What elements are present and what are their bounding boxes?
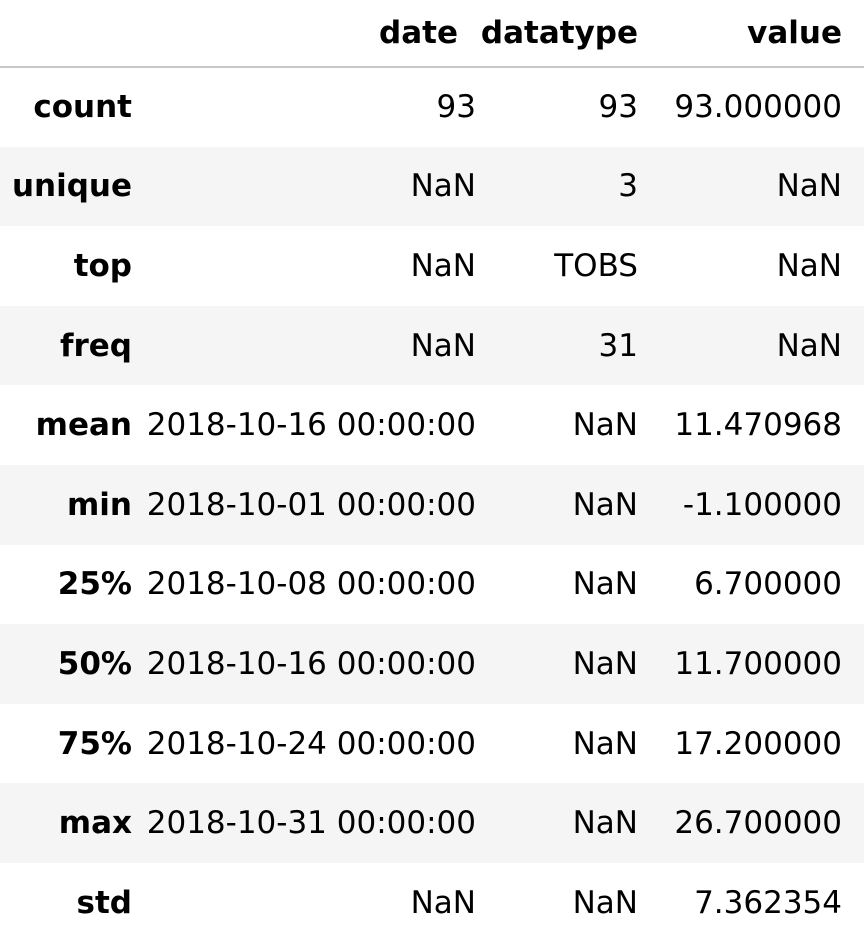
cell-value: 6.700000 — [694, 566, 842, 603]
row-index-label: unique — [11, 168, 132, 205]
table-row: 50% 2018-10-16 00:00:00 NaN 11.700000 — [0, 624, 864, 704]
table-row: std NaN NaN 7.362354 — [0, 863, 864, 943]
row-index-label: max — [58, 805, 132, 842]
cell-datatype: NaN — [572, 486, 638, 523]
row-index-label: count — [33, 89, 132, 126]
cell-value: NaN — [776, 327, 842, 364]
cell-value: 7.362354 — [694, 884, 842, 921]
cell-date: 2018-10-16 00:00:00 — [146, 407, 476, 444]
table-row: 25% 2018-10-08 00:00:00 NaN 6.700000 — [0, 545, 864, 625]
table-row: top NaN TOBS NaN — [0, 226, 864, 306]
cell-date: NaN — [410, 168, 476, 205]
cell-value: 26.700000 — [674, 805, 842, 842]
table-row: min 2018-10-01 00:00:00 NaN -1.100000 — [0, 464, 864, 545]
cell-value: NaN — [776, 247, 842, 284]
cell-value: -1.100000 — [682, 486, 842, 523]
table-body: count 93 93 93.000000 unique NaN 3 NaN t… — [0, 67, 864, 943]
row-index-label: min — [67, 486, 132, 523]
cell-date: NaN — [410, 247, 476, 284]
cell-datatype: NaN — [572, 566, 638, 603]
table-row: unique NaN 3 NaN — [0, 146, 864, 227]
cell-datatype: NaN — [572, 805, 638, 842]
row-index-label: top — [73, 247, 132, 284]
cell-datatype: NaN — [572, 645, 638, 682]
cell-date: 2018-10-31 00:00:00 — [146, 805, 476, 842]
index-header — [0, 0, 140, 68]
cell-datatype: 31 — [598, 327, 638, 364]
cell-value: 93.000000 — [674, 89, 842, 126]
cell-date: 2018-10-24 00:00:00 — [146, 725, 476, 762]
column-header-value: value — [660, 0, 864, 68]
column-header-date: date — [140, 0, 480, 68]
cell-datatype: 3 — [618, 168, 638, 205]
cell-date: NaN — [410, 884, 476, 921]
cell-datatype: NaN — [572, 725, 638, 762]
table-row: count 93 93 93.000000 — [0, 67, 864, 147]
row-index-label: mean — [35, 407, 132, 444]
cell-datatype: TOBS — [554, 247, 638, 284]
cell-datatype: NaN — [572, 884, 638, 921]
cell-date: 93 — [436, 89, 476, 126]
table-row: mean 2018-10-16 00:00:00 NaN 11.470968 — [0, 385, 864, 465]
table-row: max 2018-10-31 00:00:00 NaN 26.700000 — [0, 783, 864, 863]
cell-datatype: NaN — [572, 407, 638, 444]
cell-value: 11.470968 — [674, 407, 842, 444]
header-row: date datatype value — [0, 0, 864, 68]
row-index-label: 50% — [57, 645, 132, 682]
cell-date: 2018-10-01 00:00:00 — [146, 486, 476, 523]
row-index-label: 75% — [57, 725, 132, 762]
table-header: date datatype value — [0, 0, 864, 68]
cell-value: 11.700000 — [674, 645, 842, 682]
cell-date: NaN — [410, 327, 476, 364]
cell-date: 2018-10-08 00:00:00 — [146, 566, 476, 603]
row-index-label: std — [76, 884, 132, 921]
table-row: 75% 2018-10-24 00:00:00 NaN 17.200000 — [0, 704, 864, 784]
cell-datatype: 93 — [598, 89, 638, 126]
column-header-datatype: datatype — [480, 0, 660, 68]
cell-date: 2018-10-16 00:00:00 — [146, 645, 476, 682]
cell-value: 17.200000 — [674, 725, 842, 762]
row-index-label: 25% — [57, 566, 132, 603]
row-index-label: freq — [60, 327, 132, 364]
cell-value: NaN — [776, 168, 842, 205]
table-row: freq NaN 31 NaN — [0, 305, 864, 386]
